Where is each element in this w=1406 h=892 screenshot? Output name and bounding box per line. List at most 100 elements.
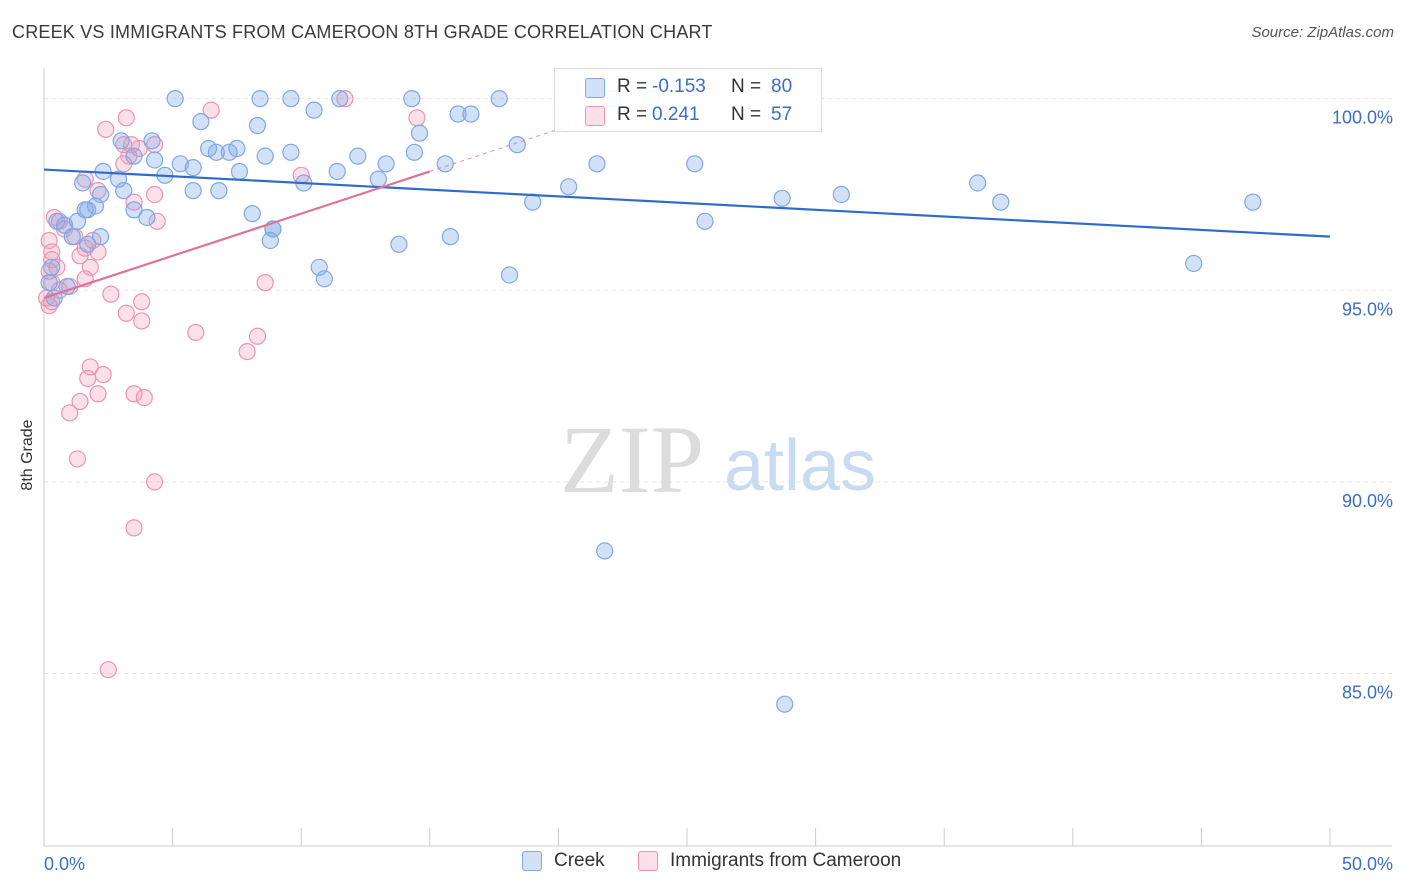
y-tick-label: 100.0% [1332, 108, 1393, 128]
data-point-cameroon [187, 323, 205, 342]
data-point-creek [143, 132, 161, 150]
data-point-cameroon [79, 369, 97, 388]
series-creek-points [40, 90, 1262, 713]
trend-line-cameroon [43, 170, 431, 299]
data-point-creek [184, 182, 202, 200]
data-point-creek [91, 185, 110, 204]
data-point-cameroon [133, 312, 151, 330]
data-point-creek [992, 193, 1010, 211]
data-point-cameroon [145, 473, 164, 491]
stats-row-creek: R = -0.153 N = 80 [555, 73, 821, 101]
legend-label-creek: Creek [554, 850, 605, 871]
data-point-creek [462, 105, 480, 123]
data-point-cameroon [202, 101, 220, 119]
data-point-creek [58, 277, 76, 296]
legend-label-cameroon: Immigrants from Cameroon [670, 850, 902, 871]
data-point-creek [390, 235, 408, 253]
data-point-creek [596, 542, 614, 560]
watermark-zip: ZIP [560, 406, 704, 513]
data-point-creek [230, 162, 249, 181]
y-tick-labels: 85.0% 90.0% 95.0% 100.0% [1332, 108, 1393, 703]
data-point-cameroon [99, 661, 117, 679]
data-point-creek [125, 147, 143, 165]
data-point-cameroon [125, 519, 143, 537]
data-point-cameroon [256, 274, 274, 292]
data-point-cameroon [336, 90, 354, 108]
trend-line-creek [43, 168, 1331, 238]
data-point-creek [282, 90, 300, 108]
x-tick-label: 0.0% [44, 854, 85, 874]
data-point-creek [449, 105, 467, 123]
data-point-cameroon [94, 366, 112, 384]
r-value: -0.153 [652, 76, 706, 97]
cameroon-swatch [585, 106, 605, 126]
data-point-creek [166, 90, 184, 108]
data-point-cameroon [408, 109, 426, 127]
data-point-creek [969, 174, 987, 192]
data-point-creek [192, 113, 210, 131]
data-point-cameroon [71, 392, 89, 411]
data-point-creek [48, 212, 66, 230]
data-point-creek [1185, 254, 1203, 273]
watermark: ZIP atlas [560, 406, 876, 513]
data-point-creek [112, 132, 130, 150]
legend-item-cameroon[interactable]: Immigrants from Cameroon [638, 850, 901, 872]
grid-lines [44, 98, 1392, 675]
creek-swatch [585, 78, 605, 98]
data-point-creek [436, 155, 454, 173]
data-point-creek [43, 258, 61, 276]
data-point-creek [145, 151, 164, 169]
data-point-creek [328, 162, 346, 181]
data-point-creek [1244, 193, 1262, 211]
data-point-creek [210, 182, 228, 200]
data-point-creek [79, 235, 97, 253]
stats-legend: R = -0.153 N = 80 R = 0.241 N = 57 [554, 68, 822, 132]
data-point-cameroon [97, 120, 115, 138]
legend-item-creek[interactable]: Creek [522, 850, 605, 872]
data-point-creek [315, 270, 333, 288]
data-point-cameroon [135, 388, 153, 407]
data-point-creek [91, 228, 110, 246]
chart-source: Source: ZipAtlas.com [1251, 24, 1394, 41]
data-point-creek [228, 139, 246, 158]
n-value: 57 [771, 104, 793, 125]
data-point-creek [349, 147, 367, 165]
data-point-creek [490, 90, 508, 108]
trend-lines [43, 103, 1331, 299]
data-point-creek [76, 201, 94, 219]
r-label: R = [617, 76, 648, 97]
data-point-creek [171, 155, 189, 173]
data-point-creek [248, 116, 267, 135]
r-label: R = [617, 104, 648, 125]
data-point-creek [441, 228, 459, 246]
data-point-creek [524, 193, 542, 211]
data-point-cameroon [133, 293, 151, 311]
data-point-creek [403, 90, 421, 108]
data-point-cameroon [117, 304, 135, 322]
watermark-atlas: atlas [724, 426, 876, 506]
data-point-creek [115, 182, 133, 200]
n-label: N = [731, 76, 762, 97]
data-point-cameroon [68, 450, 87, 468]
data-point-creek [832, 185, 850, 204]
data-point-creek [63, 228, 81, 246]
data-point-creek [243, 205, 261, 223]
data-point-creek [776, 695, 794, 713]
data-point-creek [125, 201, 143, 219]
axes [43, 68, 1392, 847]
data-point-creek [251, 90, 269, 108]
n-value: 80 [771, 76, 793, 97]
data-point-cameroon [125, 385, 143, 403]
data-point-creek [696, 212, 714, 230]
chart-title: CREEK VS IMMIGRANTS FROM CAMEROON 8TH GR… [12, 22, 713, 42]
y-tick-label: 85.0% [1342, 683, 1393, 703]
r-value: 0.241 [652, 104, 700, 125]
data-point-creek [560, 178, 578, 196]
x-tick-label: 50.0% [1342, 854, 1393, 874]
data-point-creek [686, 155, 704, 173]
series-cameroon-points [37, 90, 426, 679]
data-point-creek [508, 136, 526, 154]
y-tick-label: 95.0% [1342, 299, 1393, 319]
data-point-creek [207, 143, 225, 161]
